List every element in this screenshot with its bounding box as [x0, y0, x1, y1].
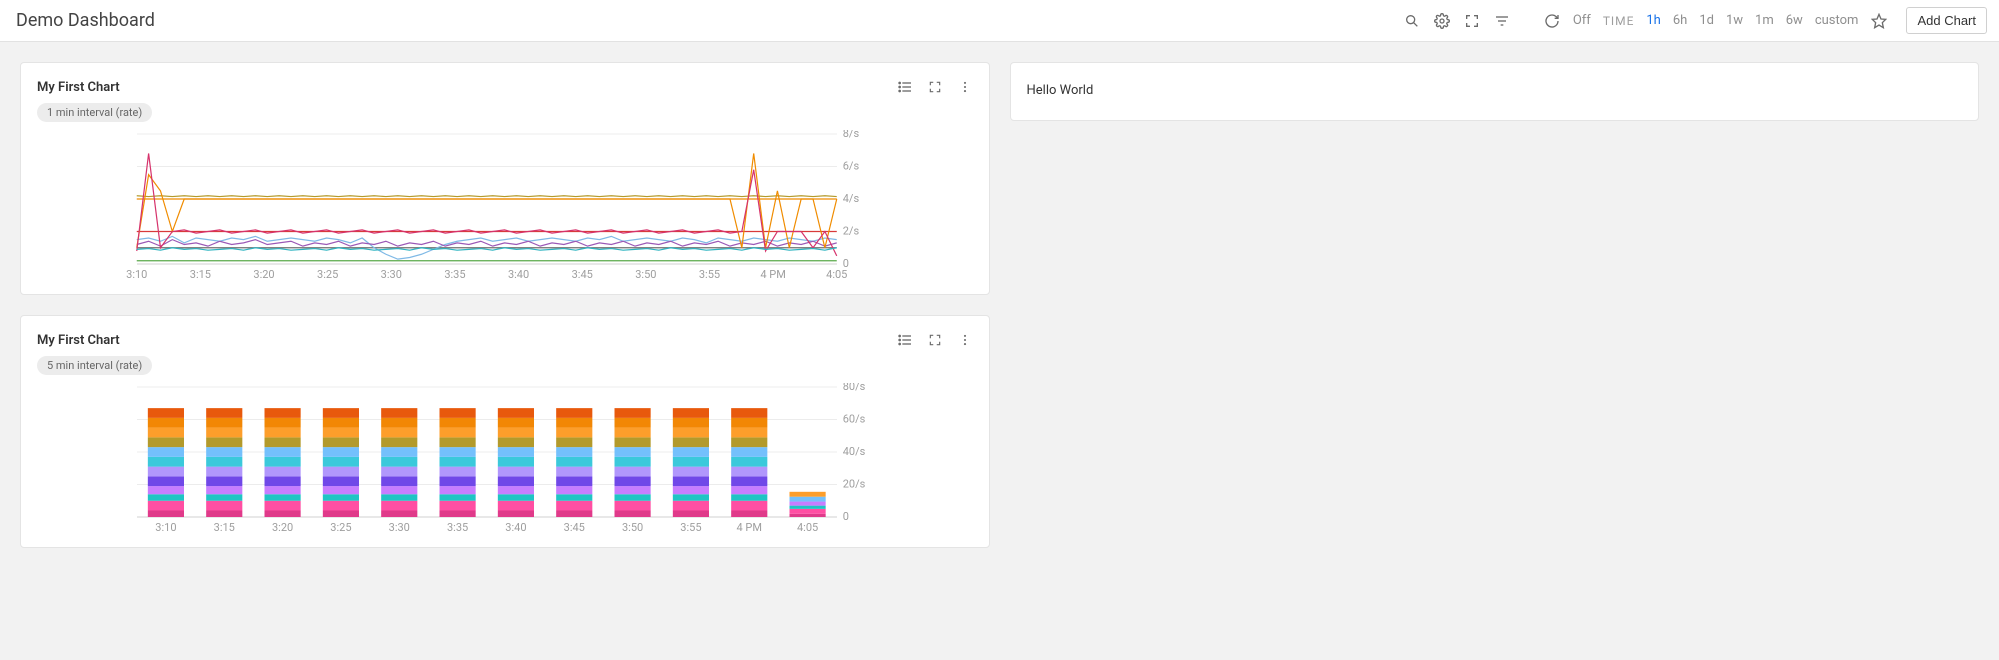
- time-range-6w[interactable]: 6w: [1786, 13, 1803, 28]
- expand-icon[interactable]: [927, 332, 943, 348]
- svg-text:3:10: 3:10: [126, 268, 147, 281]
- topbar: Demo Dashboard Off TIME 1h 6h 1d 1w 1m 6w cust…: [0, 0, 1999, 42]
- svg-text:60/s: 60/s: [843, 413, 866, 426]
- svg-text:4:05: 4:05: [797, 521, 818, 534]
- chart-title: My First Chart: [37, 333, 897, 348]
- svg-text:80/s: 80/s: [843, 383, 866, 393]
- svg-text:3:15: 3:15: [214, 521, 235, 534]
- svg-text:3:25: 3:25: [330, 521, 351, 534]
- interval-pill[interactable]: 1 min interval (rate): [37, 103, 152, 122]
- svg-text:4:05: 4:05: [826, 268, 847, 281]
- fullscreen-icon[interactable]: [1463, 12, 1481, 30]
- svg-text:3:35: 3:35: [447, 521, 468, 534]
- gear-icon[interactable]: [1433, 12, 1451, 30]
- add-chart-button[interactable]: Add Chart: [1906, 7, 1987, 34]
- filter-icon[interactable]: [1493, 12, 1511, 30]
- svg-text:4/s: 4/s: [843, 192, 860, 205]
- time-label: TIME: [1603, 14, 1635, 28]
- svg-text:0: 0: [843, 510, 849, 523]
- bar-chart-area[interactable]: 0 20/s 40/s 60/s 80/s 3:10 3:15 3:20 3:25 3:30 3:3…: [37, 383, 973, 535]
- refresh-state-label[interactable]: Off: [1573, 13, 1591, 28]
- svg-text:40/s: 40/s: [843, 445, 866, 458]
- time-range-group: 1h 6h 1d 1w 1m 6w custom: [1646, 13, 1858, 28]
- chart-card-line: My First Chart 1 min interval (rate) 02/…: [20, 62, 990, 295]
- line-chart-area[interactable]: 02/s4/s6/s8/s3:103:153:203:253:303:353:4…: [37, 130, 973, 282]
- time-range-6h[interactable]: 6h: [1673, 13, 1687, 28]
- topbar-tools: Off TIME 1h 6h 1d 1w 1m 6w custom Add Chart: [1403, 7, 1987, 34]
- svg-text:20/s: 20/s: [843, 478, 866, 491]
- text-card-body: Hello World: [1027, 79, 1963, 108]
- time-range-1h[interactable]: 1h: [1646, 13, 1660, 28]
- svg-text:3:20: 3:20: [272, 521, 293, 534]
- svg-text:3:35: 3:35: [444, 268, 465, 281]
- left-column: My First Chart 1 min interval (rate) 0 2/…: [20, 62, 990, 548]
- svg-text:3:30: 3:30: [389, 521, 410, 534]
- time-range-1w[interactable]: 1w: [1726, 13, 1743, 28]
- svg-text:3:45: 3:45: [572, 268, 593, 281]
- time-range-1d[interactable]: 1d: [1699, 13, 1714, 28]
- svg-text:3:55: 3:55: [680, 521, 701, 534]
- svg-text:3:15: 3:15: [190, 268, 211, 281]
- svg-text:3:20: 3:20: [253, 268, 274, 281]
- legend-icon[interactable]: [897, 79, 913, 95]
- svg-text:8/s: 8/s: [843, 130, 860, 140]
- chart-title: My First Chart: [37, 80, 897, 95]
- svg-text:4 PM: 4 PM: [760, 268, 785, 281]
- svg-text:2/s: 2/s: [843, 225, 860, 238]
- svg-text:3:50: 3:50: [635, 268, 656, 281]
- svg-text:6/s: 6/s: [843, 160, 860, 173]
- dashboard-body: My First Chart 1 min interval (rate) 0 2/…: [0, 42, 1999, 568]
- text-card: Hello World: [1010, 62, 1980, 121]
- star-icon[interactable]: [1870, 12, 1888, 30]
- svg-text:3:45: 3:45: [564, 521, 585, 534]
- time-range-1m[interactable]: 1m: [1755, 13, 1774, 28]
- search-icon[interactable]: [1403, 12, 1421, 30]
- svg-text:3:25: 3:25: [317, 268, 338, 281]
- more-icon[interactable]: [957, 79, 973, 95]
- time-range-custom[interactable]: custom: [1815, 13, 1859, 28]
- more-icon[interactable]: [957, 332, 973, 348]
- svg-text:3:10: 3:10: [155, 521, 176, 534]
- svg-text:3:50: 3:50: [622, 521, 643, 534]
- svg-text:4 PM: 4 PM: [737, 521, 762, 534]
- chart-card-bar: My First Chart 5 min interval (rate) 0 20…: [20, 315, 990, 548]
- legend-icon[interactable]: [897, 332, 913, 348]
- page-title: Demo Dashboard: [16, 10, 1403, 31]
- svg-text:3:40: 3:40: [508, 268, 529, 281]
- svg-text:3:30: 3:30: [381, 268, 402, 281]
- refresh-icon[interactable]: [1543, 12, 1561, 30]
- expand-icon[interactable]: [927, 79, 943, 95]
- svg-text:3:55: 3:55: [699, 268, 720, 281]
- interval-pill[interactable]: 5 min interval (rate): [37, 356, 152, 375]
- svg-text:3:40: 3:40: [505, 521, 526, 534]
